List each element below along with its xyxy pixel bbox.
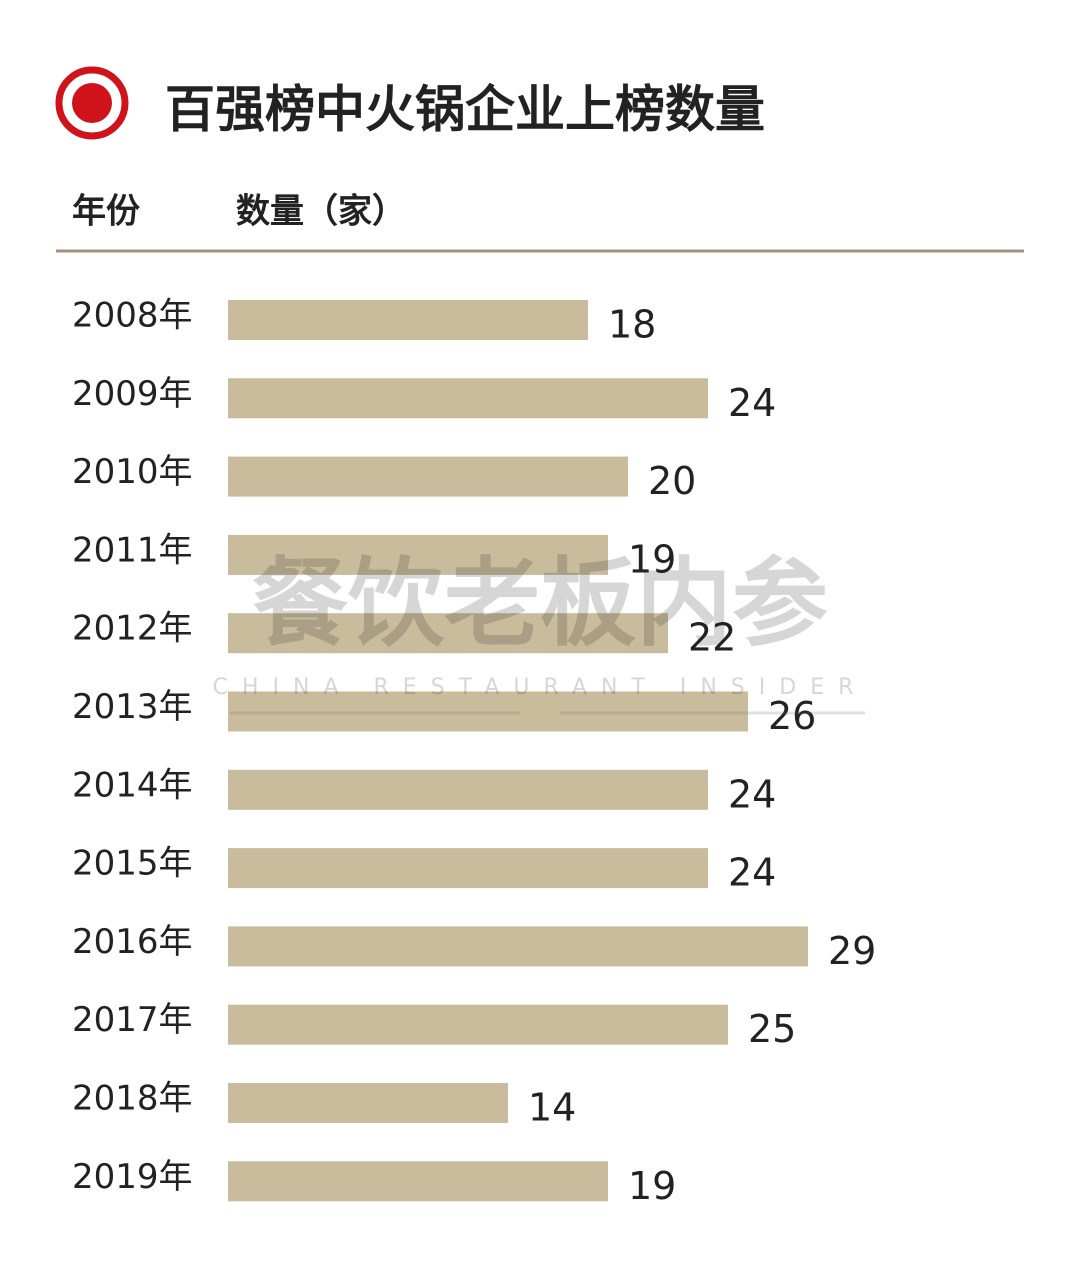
category-label: 2009年 (72, 374, 193, 414)
value-header: 数量（家） (236, 192, 406, 232)
value-label: 29 (828, 929, 876, 973)
bar (228, 1004, 728, 1045)
category-label: 2010年 (72, 452, 193, 492)
bar (228, 300, 588, 340)
value-label: 20 (648, 459, 696, 503)
watermark-subtext: CHINA RESTAURANT INSIDER (213, 675, 868, 700)
category-label: 2019年 (72, 1157, 193, 1197)
bar (228, 378, 708, 419)
chart-title: 百强榜中火锅企业上榜数量 (165, 81, 765, 139)
bar (228, 534, 608, 575)
title-icon-ring (55, 66, 129, 140)
value-label: 24 (728, 381, 776, 425)
category-label: 2017年 (72, 1000, 193, 1040)
category-label: 2014年 (72, 765, 193, 805)
value-label: 24 (728, 851, 776, 895)
value-label: 24 (728, 772, 776, 816)
value-label: 22 (688, 616, 736, 660)
category-label: 2012年 (72, 609, 193, 649)
value-label: 18 (608, 303, 656, 347)
bar (228, 613, 668, 654)
bar (228, 691, 748, 732)
category-label: 2008年 (72, 296, 193, 336)
bars: 2008年 18 2009年 24 2010年 20 2011年 19 2012年 22 2013年… (72, 296, 876, 1208)
bar (228, 1083, 508, 1123)
bar (228, 456, 628, 497)
value-label: 14 (528, 1086, 576, 1130)
category-label: 2013年 (72, 687, 193, 727)
category-label: 2015年 (72, 844, 193, 884)
bar (228, 848, 708, 889)
title-icon-dot (72, 83, 112, 123)
watermark-text: 餐饮老板内参 (252, 547, 828, 659)
category-header: 年份 (72, 192, 140, 232)
bar (228, 1161, 608, 1202)
category-label: 2016年 (72, 922, 193, 962)
category-label: 2018年 (72, 1079, 193, 1119)
category-label: 2011年 (72, 530, 193, 570)
value-label: 19 (628, 1164, 676, 1208)
value-label: 26 (768, 694, 816, 738)
bar (228, 926, 808, 967)
bar (228, 769, 708, 810)
watermark: 餐饮老板内参 CHINA RESTAURANT INSIDER (213, 547, 868, 715)
value-label: 19 (628, 537, 676, 581)
value-label: 25 (748, 1007, 796, 1051)
